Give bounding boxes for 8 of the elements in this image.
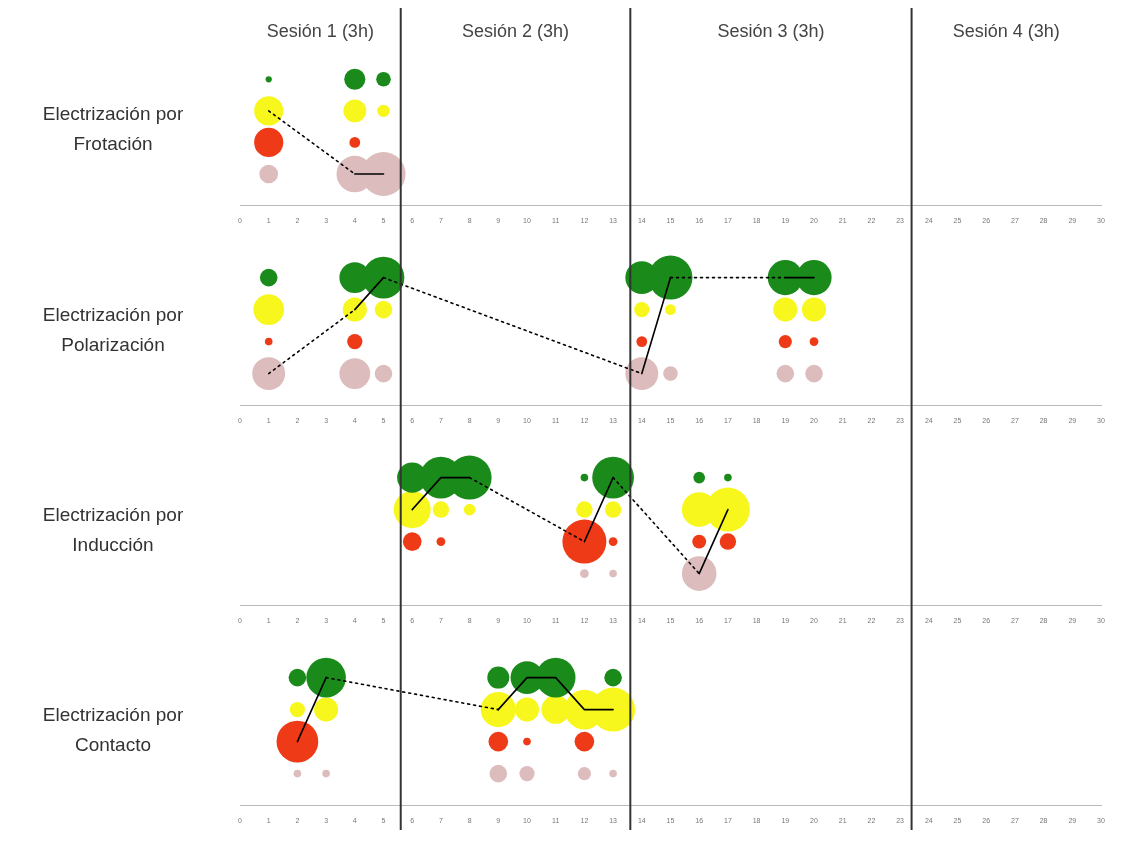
y-axis-title: Electrización por Inducción (41, 503, 185, 557)
text: Sesión 2 (3h) (461, 20, 570, 41)
y-axis-title: Electrización por Frotación (41, 102, 185, 156)
text: Sesión 1 (3h) (266, 20, 374, 41)
y-axis-title: Electrización por Polarización (41, 303, 185, 357)
y-axis-title: Electrización por Contacto (41, 703, 185, 757)
text: Sesión 4 (3h) (952, 20, 1060, 41)
text: Sesión 3 (3h) (717, 20, 825, 41)
